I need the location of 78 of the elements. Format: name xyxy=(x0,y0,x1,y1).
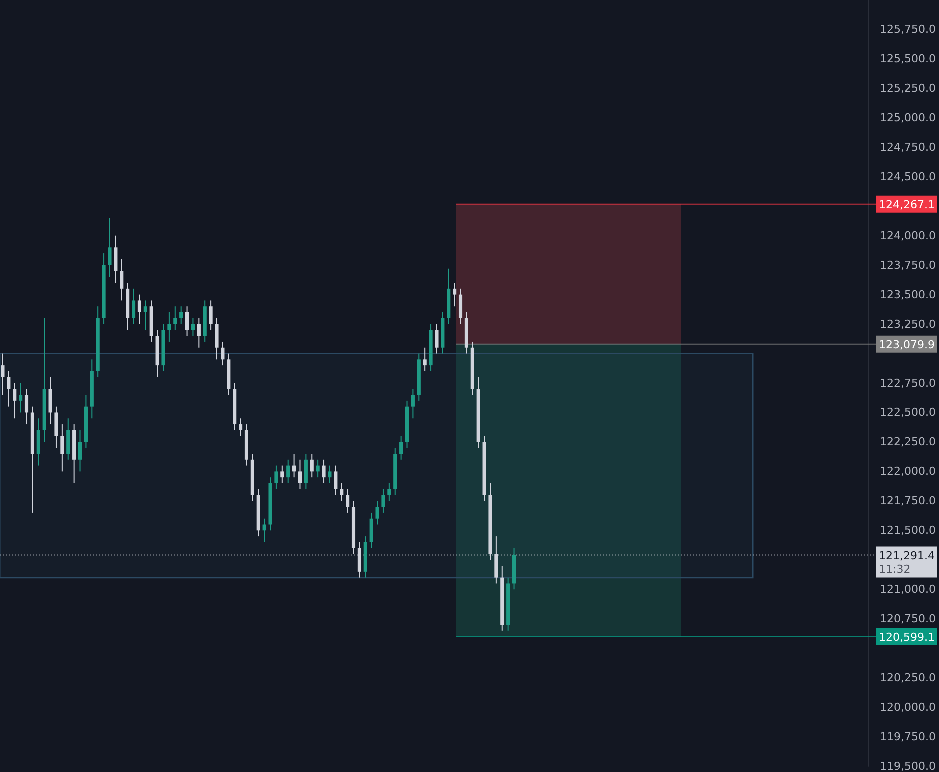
y-tick-label: 124,000.0 xyxy=(880,229,936,242)
y-tick-label: 125,500.0 xyxy=(880,52,936,66)
candlestick xyxy=(280,465,284,484)
y-tick-label: 122,500.0 xyxy=(880,406,936,420)
y-tick-label: 125,750.0 xyxy=(880,22,936,36)
y-tick-label: 121,750.0 xyxy=(880,494,936,508)
y-tick-label: 124,500.0 xyxy=(880,170,936,184)
candlestick xyxy=(274,465,278,490)
candlestick xyxy=(328,465,332,484)
candlestick xyxy=(7,370,11,408)
y-tick-label: 120,750.0 xyxy=(880,612,936,626)
candlestick xyxy=(48,376,52,426)
candlestick xyxy=(144,300,148,331)
candlestick xyxy=(435,324,439,354)
candlestick xyxy=(24,388,29,426)
candlestick xyxy=(304,454,308,490)
y-tick-label: 125,250.0 xyxy=(880,82,936,95)
candlestick xyxy=(191,318,196,337)
y-tick-label: 123,500.0 xyxy=(880,288,936,302)
y-tick-label: 122,000.0 xyxy=(880,465,936,478)
candlestick xyxy=(114,235,118,284)
candlestick xyxy=(400,436,404,460)
ref-line-label: 124,267.1 xyxy=(879,198,935,212)
candlestick xyxy=(168,312,172,342)
candlestick xyxy=(215,318,219,360)
candlestick xyxy=(185,306,190,337)
candlestick xyxy=(334,465,338,496)
y-tick-label: 120,000.0 xyxy=(880,701,936,714)
candlestick xyxy=(310,454,314,478)
ref-line-label: 121,291.4 xyxy=(879,549,935,562)
candlestick xyxy=(66,418,70,460)
candlestick xyxy=(346,488,350,514)
y-tick-label: 122,750.0 xyxy=(880,376,936,390)
candlestick xyxy=(108,218,112,278)
candlestick xyxy=(423,347,427,372)
candlestick xyxy=(1,353,5,396)
candlestick xyxy=(382,488,386,514)
y-tick-label: 120,250.0 xyxy=(880,672,936,685)
candlestick xyxy=(13,382,17,420)
candlestick xyxy=(298,459,302,490)
candlestick xyxy=(316,459,320,478)
candlestick xyxy=(370,512,374,549)
candlestick xyxy=(60,424,64,472)
candlestick xyxy=(239,418,243,437)
candlestick xyxy=(376,500,380,526)
candlestick xyxy=(36,418,40,466)
y-tick-label: 123,750.0 xyxy=(880,258,936,272)
candlestick xyxy=(197,318,201,348)
y-tick-label: 121,000.0 xyxy=(880,583,936,596)
y-tick-label: 125,000.0 xyxy=(880,111,936,124)
ref-line-label: 120,599.1 xyxy=(879,630,935,644)
candlestick xyxy=(340,482,344,502)
candlestick xyxy=(78,430,82,472)
candlestick xyxy=(411,388,415,420)
candlestick xyxy=(286,459,290,484)
candlestick xyxy=(19,382,23,414)
candlestick xyxy=(453,282,457,308)
candlestick xyxy=(262,518,266,543)
candlestick xyxy=(292,454,296,478)
ref-line-label: 123,079.9 xyxy=(879,338,935,352)
candlestick xyxy=(174,306,178,331)
y-tick-label: 119,750.0 xyxy=(880,730,936,744)
text: 11:32 xyxy=(879,562,911,576)
candlestick xyxy=(221,341,225,366)
candlestick xyxy=(458,288,463,325)
candlestick xyxy=(54,406,58,449)
candlestick xyxy=(138,294,142,325)
y-tick-label: 122,250.0 xyxy=(880,436,936,449)
candlestick xyxy=(388,482,392,502)
candlestick xyxy=(209,300,213,331)
y-tick-label: 121,500.0 xyxy=(880,524,936,538)
candlestick xyxy=(322,459,326,484)
y-tick-label: 123,250.0 xyxy=(880,318,936,331)
y-tick-label: 124,750.0 xyxy=(880,140,936,154)
candlestick xyxy=(132,288,136,325)
candlestick xyxy=(120,258,124,302)
y-tick-label: 119,500.0 xyxy=(880,760,936,772)
candlestick xyxy=(180,306,184,325)
